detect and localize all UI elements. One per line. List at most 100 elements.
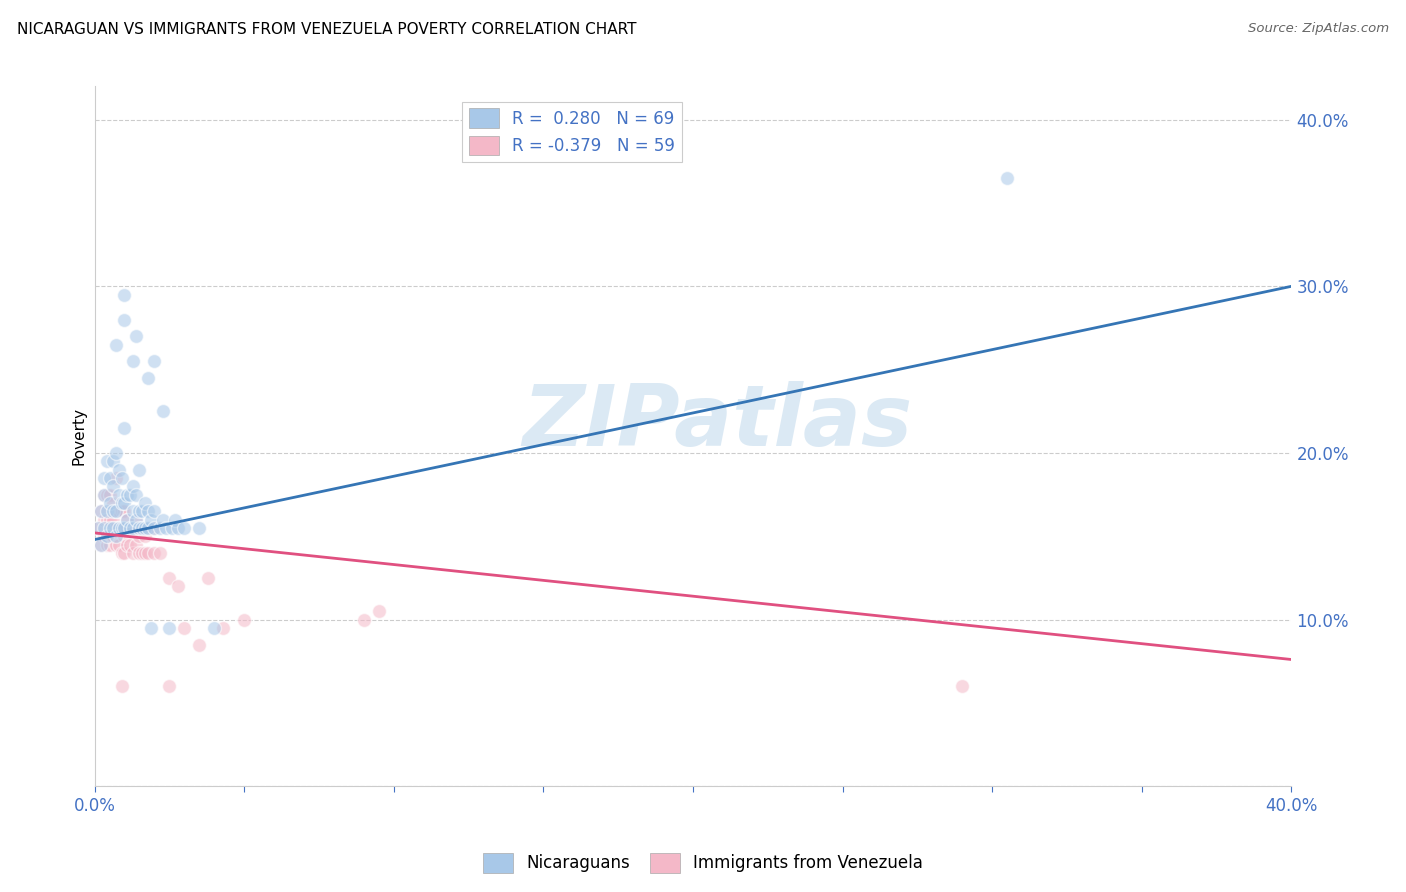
- Point: [188, 638, 211, 652]
- Point: [104, 529, 127, 543]
- Point: [90, 504, 112, 518]
- Point: [86, 521, 108, 535]
- Point: [122, 354, 145, 368]
- Point: [122, 546, 145, 560]
- Point: [110, 471, 132, 485]
- Point: [110, 496, 132, 510]
- Point: [173, 621, 195, 635]
- Point: [149, 521, 172, 535]
- Point: [353, 613, 375, 627]
- Point: [131, 521, 153, 535]
- Point: [96, 529, 118, 543]
- Point: [93, 487, 115, 501]
- Point: [101, 529, 124, 543]
- Point: [101, 454, 124, 468]
- Point: [134, 546, 156, 560]
- Point: [104, 504, 127, 518]
- Point: [107, 521, 129, 535]
- Point: [125, 487, 148, 501]
- Point: [134, 521, 156, 535]
- Point: [122, 479, 145, 493]
- Point: [141, 621, 163, 635]
- Point: [104, 337, 127, 351]
- Point: [117, 512, 139, 526]
- Point: [143, 521, 166, 535]
- Point: [233, 613, 256, 627]
- Point: [167, 579, 190, 593]
- Point: [104, 504, 127, 518]
- Point: [114, 546, 136, 560]
- Point: [131, 521, 153, 535]
- Point: [104, 537, 127, 551]
- Point: [114, 504, 136, 518]
- Point: [122, 504, 145, 518]
- Point: [98, 496, 121, 510]
- Point: [93, 487, 115, 501]
- Point: [110, 504, 132, 518]
- Point: [114, 421, 136, 435]
- Point: [131, 546, 153, 560]
- Point: [131, 504, 153, 518]
- Point: [117, 487, 139, 501]
- Point: [950, 679, 973, 693]
- Point: [90, 504, 112, 518]
- Point: [134, 529, 156, 543]
- Point: [101, 496, 124, 510]
- Point: [101, 504, 124, 518]
- Point: [90, 537, 112, 551]
- Point: [138, 371, 160, 385]
- Point: [104, 521, 127, 535]
- Point: [128, 504, 150, 518]
- Point: [995, 171, 1018, 186]
- Text: NICARAGUAN VS IMMIGRANTS FROM VENEZUELA POVERTY CORRELATION CHART: NICARAGUAN VS IMMIGRANTS FROM VENEZUELA …: [17, 22, 637, 37]
- Point: [197, 571, 219, 585]
- Point: [114, 521, 136, 535]
- Point: [96, 487, 118, 501]
- Point: [138, 504, 160, 518]
- Point: [107, 504, 129, 518]
- Point: [122, 521, 145, 535]
- Point: [125, 537, 148, 551]
- Point: [367, 604, 389, 618]
- Point: [96, 454, 118, 468]
- Point: [114, 496, 136, 510]
- Point: [110, 546, 132, 560]
- Point: [165, 512, 187, 526]
- Point: [143, 354, 166, 368]
- Point: [104, 471, 127, 485]
- Point: [120, 487, 142, 501]
- Point: [93, 521, 115, 535]
- Point: [167, 521, 190, 535]
- Point: [107, 487, 129, 501]
- Point: [149, 546, 172, 560]
- Point: [86, 521, 108, 535]
- Point: [98, 487, 121, 501]
- Point: [117, 537, 139, 551]
- Point: [110, 521, 132, 535]
- Point: [101, 479, 124, 493]
- Point: [98, 537, 121, 551]
- Point: [96, 504, 118, 518]
- Point: [212, 621, 235, 635]
- Point: [125, 512, 148, 526]
- Legend: R =  0.280   N = 69, R = -0.379   N = 59: R = 0.280 N = 69, R = -0.379 N = 59: [463, 102, 682, 161]
- Point: [152, 404, 174, 418]
- Y-axis label: Poverty: Poverty: [72, 408, 86, 466]
- Point: [202, 621, 225, 635]
- Point: [138, 521, 160, 535]
- Point: [110, 679, 132, 693]
- Point: [128, 529, 150, 543]
- Point: [128, 521, 150, 535]
- Point: [96, 537, 118, 551]
- Point: [188, 521, 211, 535]
- Point: [93, 471, 115, 485]
- Point: [120, 521, 142, 535]
- Point: [114, 529, 136, 543]
- Point: [173, 521, 195, 535]
- Point: [107, 521, 129, 535]
- Text: ZIPatlas: ZIPatlas: [522, 381, 912, 464]
- Point: [143, 504, 166, 518]
- Point: [138, 546, 160, 560]
- Point: [128, 462, 150, 476]
- Point: [128, 546, 150, 560]
